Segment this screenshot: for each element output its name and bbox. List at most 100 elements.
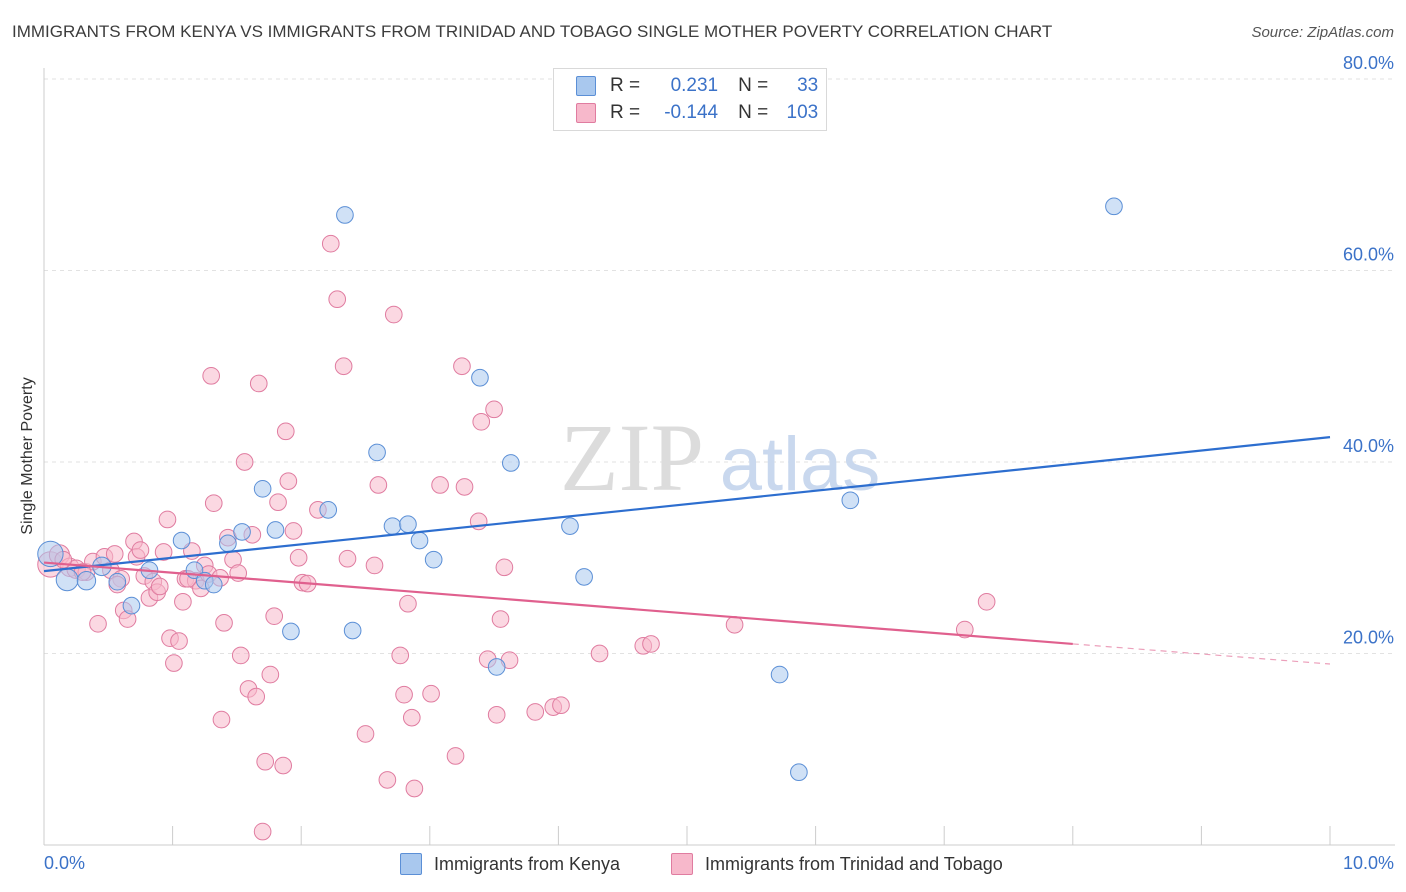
data-point xyxy=(256,752,275,771)
data-point xyxy=(253,822,272,841)
data-point xyxy=(790,763,808,782)
y-tick-label: 80.0% xyxy=(1343,53,1394,73)
data-point xyxy=(37,540,64,568)
y-tick-label: 20.0% xyxy=(1343,628,1394,648)
data-point xyxy=(485,400,503,419)
legend-r-label: R = xyxy=(610,102,641,123)
data-point xyxy=(131,541,150,559)
data-point xyxy=(395,685,413,704)
trend-line xyxy=(43,436,1331,573)
data-point xyxy=(55,568,79,592)
data-point xyxy=(204,575,223,594)
data-point xyxy=(105,545,124,563)
data-point xyxy=(1105,197,1123,216)
data-point xyxy=(431,476,449,494)
bottom-legend-label-kenya: Immigrants from Kenya xyxy=(434,853,621,874)
data-point xyxy=(575,568,593,586)
legend-r-label: R = xyxy=(610,75,641,96)
data-point xyxy=(455,478,474,496)
data-point xyxy=(158,510,177,529)
data-point xyxy=(422,684,440,703)
legend-row-trinidad: R = -0.144 N = 103 xyxy=(576,101,818,125)
legend-swatch-trinidad xyxy=(576,103,596,123)
bottom-legend-swatch-trinidad xyxy=(671,853,693,875)
correlation-legend: R = 0.231 N = 33 R = -0.144 N = 103 xyxy=(553,68,827,131)
data-point xyxy=(561,517,579,535)
data-point xyxy=(231,646,250,665)
data-point xyxy=(399,515,417,534)
data-point xyxy=(319,501,338,519)
axes xyxy=(43,68,1395,846)
data-point xyxy=(402,708,421,727)
data-point xyxy=(399,594,417,613)
data-point xyxy=(253,479,272,498)
data-point xyxy=(977,592,996,611)
data-point xyxy=(472,412,491,431)
data-point xyxy=(328,290,347,309)
data-point xyxy=(343,621,362,640)
source-credit: Source: ZipAtlas.com xyxy=(1251,24,1394,41)
data-point xyxy=(410,531,429,550)
data-point xyxy=(334,357,353,376)
data-point xyxy=(453,357,471,376)
data-point xyxy=(274,756,293,775)
data-point xyxy=(487,705,506,724)
legend-r-value-kenya: 0.231 xyxy=(670,75,719,96)
data-point xyxy=(495,558,514,577)
y-tick-label: 40.0% xyxy=(1343,436,1394,456)
legend-n-label: N = xyxy=(738,75,769,96)
data-point xyxy=(247,687,266,706)
data-point xyxy=(338,549,357,568)
data-point xyxy=(170,632,188,650)
data-point xyxy=(174,592,192,611)
data-point xyxy=(165,654,183,672)
data-point xyxy=(89,614,107,633)
data-point xyxy=(212,710,231,729)
data-point xyxy=(955,620,974,639)
data-point xyxy=(219,534,237,553)
data-point xyxy=(172,531,191,550)
zipatlas-watermark: ZIP atlas xyxy=(560,404,880,511)
chart-title: IMMIGRANTS FROM KENYA VS IMMIGRANTS FROM… xyxy=(12,22,1053,41)
data-point xyxy=(369,476,388,494)
data-point xyxy=(501,454,520,472)
data-point xyxy=(841,491,860,510)
data-point xyxy=(321,234,340,253)
bottom-legend-kenya: Immigrants from Kenya xyxy=(400,851,620,877)
legend-swatch-kenya xyxy=(576,76,596,96)
data-point xyxy=(269,493,287,512)
data-point xyxy=(590,644,609,663)
data-point xyxy=(378,771,397,789)
data-point xyxy=(770,665,789,684)
x-tick-label: 0.0% xyxy=(44,853,85,873)
data-point xyxy=(215,614,233,632)
data-points xyxy=(37,197,1123,841)
legend-r-value-trinidad: -0.144 xyxy=(664,102,719,123)
data-point xyxy=(471,368,489,387)
data-point xyxy=(424,550,443,569)
data-point xyxy=(336,206,354,224)
bottom-legend-swatch-kenya xyxy=(400,853,422,875)
legend-n-label: N = xyxy=(738,102,769,123)
bottom-legend-label-trinidad: Immigrants from Trinidad and Tobago xyxy=(705,853,1003,874)
data-point xyxy=(122,596,141,615)
legend-n-value-trinidad: 103 xyxy=(786,102,819,123)
x-tick-label: 10.0% xyxy=(1343,853,1394,873)
trend-lines xyxy=(43,436,1331,665)
data-point xyxy=(154,543,173,561)
data-point xyxy=(284,522,303,540)
data-point xyxy=(204,494,223,512)
data-point xyxy=(365,556,384,575)
tick-labels: 20.0% 40.0% 60.0% 80.0% 0.0% 10.0% xyxy=(44,53,1394,873)
data-point xyxy=(526,703,545,721)
data-point xyxy=(279,472,298,490)
data-point xyxy=(289,548,308,567)
data-point xyxy=(76,571,97,591)
gridlines xyxy=(44,78,1395,654)
data-point xyxy=(202,366,221,385)
data-point xyxy=(266,521,285,539)
data-point xyxy=(725,615,744,634)
data-point xyxy=(391,646,410,665)
data-point xyxy=(383,517,402,535)
data-point xyxy=(249,374,268,393)
